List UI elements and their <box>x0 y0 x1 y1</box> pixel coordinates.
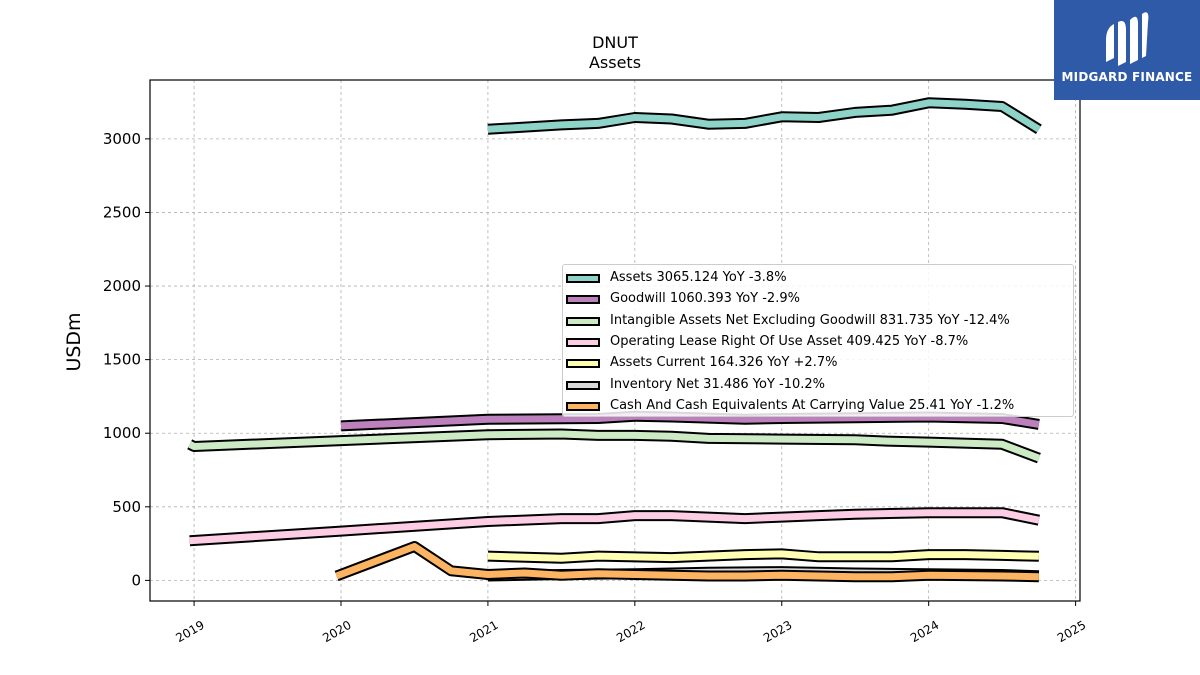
legend-label: Inventory Net 31.486 YoY -10.2% <box>610 376 826 392</box>
legend-item: Assets Current 164.326 YoY +2.7% <box>563 353 1073 373</box>
legend-swatch <box>566 359 600 369</box>
legend-label: Cash And Cash Equivalents At Carrying Va… <box>610 397 1015 413</box>
y-tick-label: 2000 <box>103 277 141 295</box>
series-line <box>487 550 1039 562</box>
y-tick-label: 0 <box>131 571 141 589</box>
series-line <box>188 430 1041 462</box>
chart-subtitle: Assets <box>588 53 642 72</box>
legend-label: Assets 3065.124 YoY -3.8% <box>610 270 787 285</box>
midgard-finance-logo: MIDGARD FINANCE <box>1054 0 1200 100</box>
series-line <box>189 509 1040 545</box>
x-tick-label: 2020 <box>320 618 353 645</box>
plot-frame <box>149 79 1081 602</box>
x-tick-label: 2022 <box>614 618 647 645</box>
legend-swatch <box>566 295 600 305</box>
legend-item: Inventory Net 31.486 YoY -10.2% <box>563 375 1073 395</box>
legend-swatch <box>566 401 600 411</box>
logo-mark-icon <box>1106 12 1149 66</box>
series-line <box>335 543 1039 581</box>
legend-label: Operating Lease Right Of Use Asset 409.4… <box>610 333 969 349</box>
legend: Assets 3065.124 YoY -3.8% Goodwill 1060.3… <box>562 264 1074 417</box>
y-tick-label: 2500 <box>103 203 141 221</box>
legend-label: Intangible Assets Net Excluding Goodwill… <box>610 312 1010 328</box>
legend-swatch <box>566 316 600 326</box>
x-tick-label: 2021 <box>467 618 500 645</box>
legend-item: Goodwill 1060.393 YoY -2.9% <box>563 289 1073 309</box>
x-tick-label: 2019 <box>173 618 206 645</box>
chart-title: DNUT <box>592 33 638 52</box>
y-tick-label: 1000 <box>103 424 141 442</box>
legend-label: Assets Current 164.326 YoY +2.7% <box>610 355 838 371</box>
series-line <box>340 412 1040 430</box>
x-tick-label: 2024 <box>908 618 941 645</box>
y-tick-label: 500 <box>112 498 141 516</box>
legend-swatch <box>566 337 600 347</box>
logo-text: MIDGARD FINANCE <box>1061 70 1193 84</box>
legend-item: Cash And Cash Equivalents At Carrying Va… <box>563 396 1073 416</box>
x-tick-label: 2025 <box>1055 618 1088 645</box>
series-layer <box>187 97 1042 583</box>
series-line <box>487 99 1041 133</box>
legend-swatch <box>566 274 600 283</box>
y-axis-label: USDm <box>63 312 85 371</box>
legend-item: Assets 3065.124 YoY -3.8% <box>563 268 1073 288</box>
legend-item: Operating Lease Right Of Use Asset 409.4… <box>563 332 1073 352</box>
y-tick-label: 3000 <box>103 130 141 148</box>
legend-item: Intangible Assets Net Excluding Goodwill… <box>563 311 1073 331</box>
legend-label: Goodwill 1060.393 YoY -2.9% <box>610 291 800 307</box>
x-tick-label: 2023 <box>761 618 794 645</box>
legend-swatch <box>566 380 600 390</box>
y-tick-label: 1500 <box>103 351 141 369</box>
